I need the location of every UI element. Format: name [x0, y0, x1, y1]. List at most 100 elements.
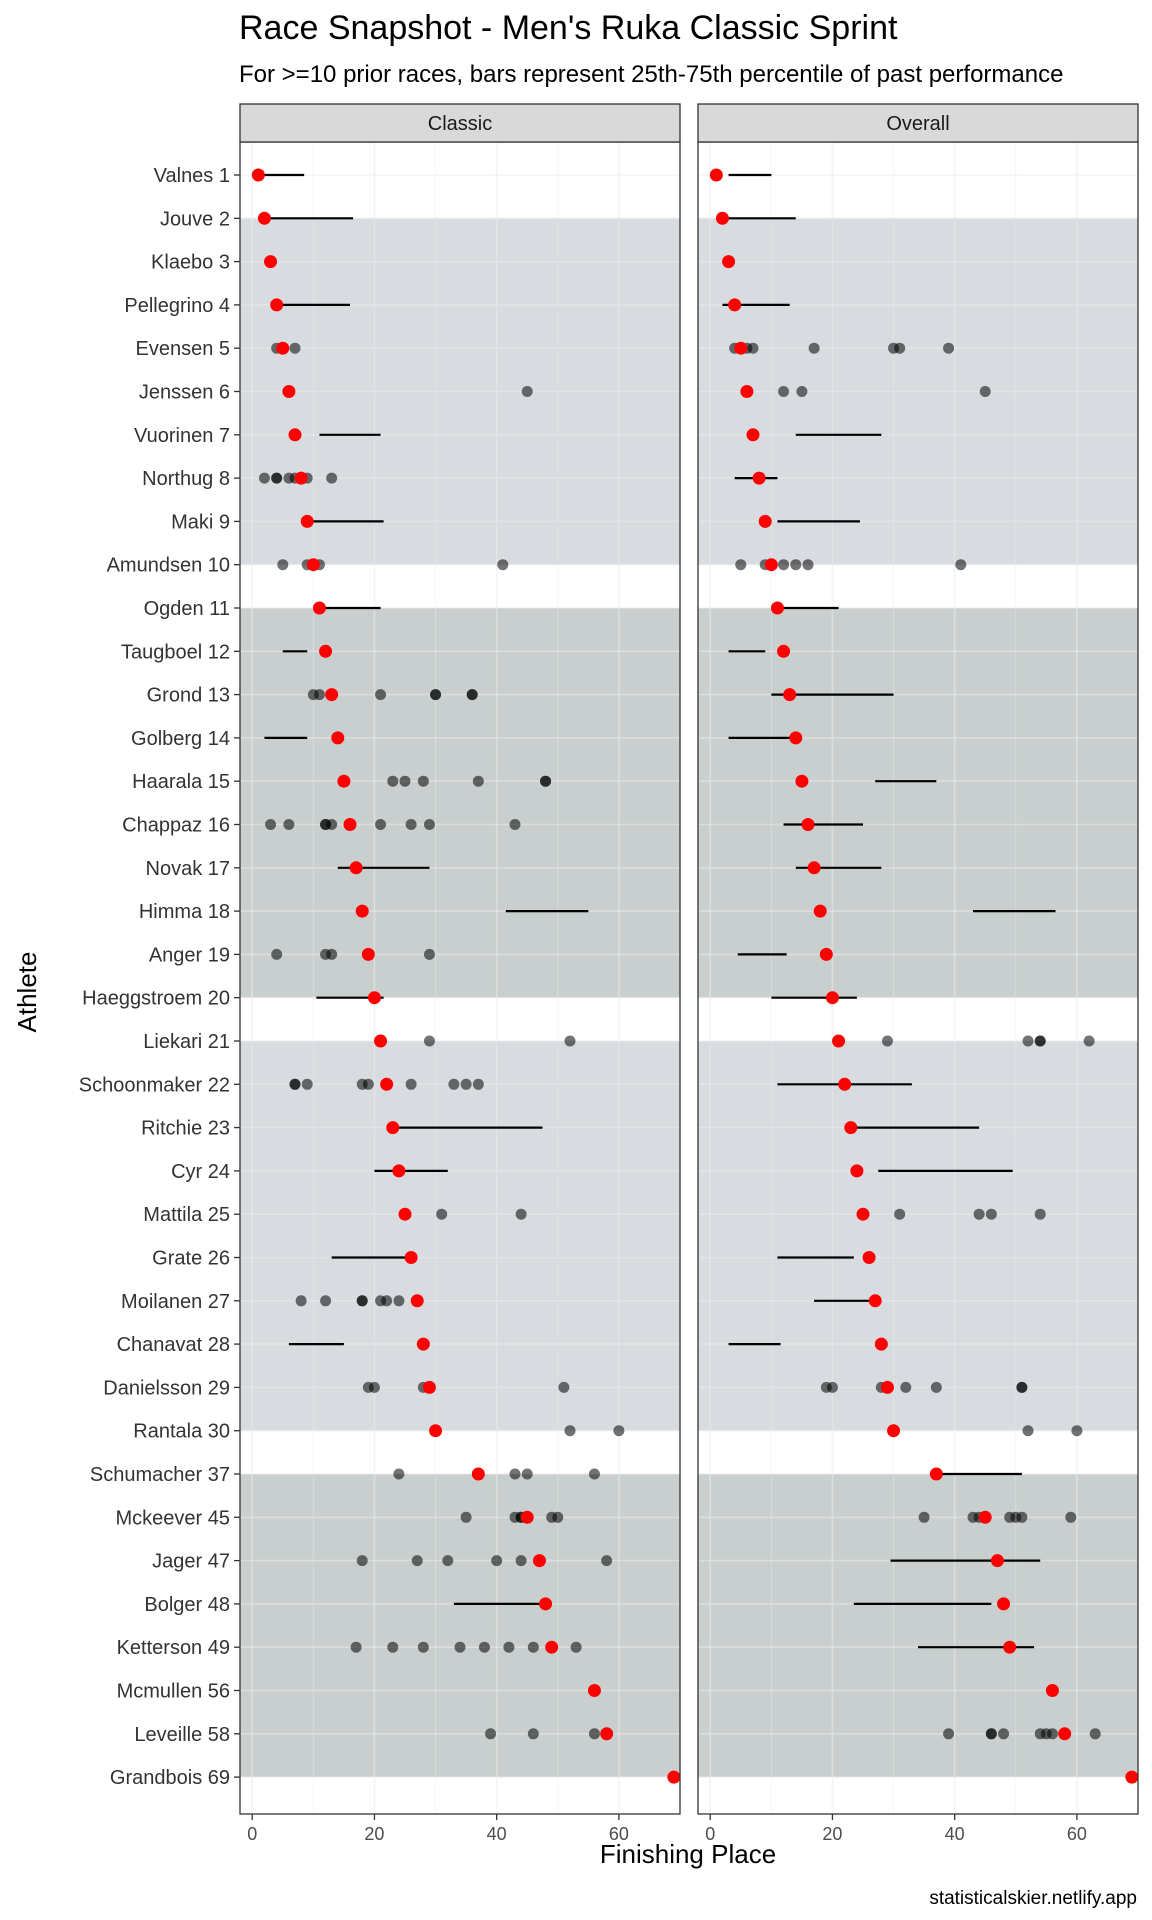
- past-result-point: [1089, 1728, 1101, 1740]
- athlete-label: Chappaz 16: [122, 815, 230, 837]
- athlete-label: Himma 18: [139, 901, 230, 923]
- current-place-point: [270, 298, 284, 312]
- current-place-point: [874, 1337, 888, 1351]
- past-result-point: [1071, 1425, 1083, 1437]
- past-result-point: [289, 1078, 301, 1090]
- past-result-point: [943, 342, 955, 354]
- facet-panel-classic: Classic 0 20 40 60: [239, 103, 681, 1844]
- past-result-point: [558, 1381, 570, 1393]
- past-result-point: [808, 342, 820, 354]
- current-place-point: [978, 1510, 992, 1524]
- past-result-point: [985, 1208, 997, 1220]
- athlete-label: Ritchie 23: [141, 1118, 230, 1140]
- current-place-point: [264, 255, 278, 269]
- athlete-label: Evensen 5: [135, 338, 230, 360]
- past-result-point: [277, 559, 289, 571]
- past-result-point: [423, 1035, 435, 1047]
- past-result-point: [326, 819, 338, 830]
- past-result-point: [454, 1641, 466, 1653]
- past-result-point: [918, 1511, 930, 1523]
- current-place-point: [294, 471, 308, 485]
- rank-band-4: [240, 1474, 680, 1778]
- past-result-point: [326, 948, 338, 960]
- facet-strip-label: Overall: [886, 113, 949, 135]
- current-place-point: [539, 1597, 553, 1611]
- past-result-point: [564, 1035, 576, 1047]
- past-result-point: [521, 386, 533, 397]
- past-result-point: [387, 1641, 399, 1653]
- x-tick-label: 40: [487, 1824, 507, 1844]
- current-place-point: [997, 1597, 1011, 1611]
- past-result-point: [1065, 1511, 1077, 1523]
- x-tick-label: 40: [945, 1824, 965, 1844]
- past-result-point: [1034, 1208, 1046, 1220]
- past-result-point: [326, 472, 338, 484]
- athlete-label: Rantala 30: [133, 1421, 230, 1443]
- past-result-point: [491, 1555, 503, 1567]
- current-place-point: [795, 774, 809, 788]
- past-result-point: [466, 689, 478, 701]
- past-result-point: [405, 1078, 417, 1090]
- past-result-point: [350, 1641, 362, 1653]
- facet-strip: [239, 103, 681, 143]
- current-place-point: [709, 168, 723, 182]
- past-result-point: [265, 819, 277, 830]
- current-place-point: [312, 601, 326, 615]
- past-result-point: [588, 1468, 600, 1480]
- athlete-label: Anger 19: [149, 944, 230, 966]
- athlete-label: Grond 13: [147, 685, 230, 707]
- current-place-point: [764, 558, 778, 572]
- current-place-point: [746, 428, 760, 442]
- past-result-point: [478, 1641, 490, 1653]
- past-result-point: [375, 819, 387, 830]
- past-result-point: [552, 1511, 564, 1523]
- athlete-label: Jenssen 6: [139, 382, 230, 404]
- past-result-point: [943, 1728, 955, 1740]
- current-place-point: [545, 1640, 559, 1654]
- past-result-point: [362, 1078, 374, 1090]
- current-place-point: [471, 1467, 485, 1481]
- athlete-label: Maki 9: [171, 511, 230, 533]
- rank-band-3: [698, 1041, 1138, 1431]
- past-result-point: [613, 1425, 625, 1437]
- past-result-point: [509, 1468, 521, 1480]
- current-place-point: [887, 1424, 901, 1438]
- past-result-point: [515, 1555, 527, 1567]
- current-place-point: [777, 644, 791, 658]
- current-place-point: [532, 1554, 546, 1568]
- athlete-label: Ogden 11: [144, 598, 230, 620]
- past-result-point: [381, 1295, 393, 1307]
- current-place-point: [990, 1554, 1004, 1568]
- past-result-point: [497, 559, 509, 571]
- past-result-point: [802, 559, 814, 571]
- past-result-point: [503, 1641, 515, 1653]
- x-tick-label: 60: [609, 1824, 629, 1844]
- athlete-label: Novak 17: [146, 858, 231, 880]
- athlete-label: Valnes 1: [154, 165, 230, 187]
- current-place-point: [1003, 1640, 1017, 1654]
- athlete-label: Bolger 48: [144, 1594, 230, 1616]
- past-result-point: [1046, 1728, 1058, 1740]
- past-result-point: [393, 1468, 405, 1480]
- past-result-point: [271, 472, 283, 484]
- x-tick-label: 60: [1067, 1824, 1087, 1844]
- athlete-label: Grandbois 69: [110, 1767, 230, 1789]
- y-axis-title: Athlete: [12, 952, 42, 1033]
- athlete-label: Mattila 25: [143, 1204, 230, 1226]
- current-place-point: [825, 991, 839, 1005]
- athlete-label: Klaebo 3: [151, 252, 230, 274]
- chart-caption: statisticalskier.netlify.app: [929, 1888, 1137, 1909]
- current-place-point: [331, 731, 345, 745]
- past-result-point: [301, 1078, 313, 1090]
- current-place-point: [276, 341, 290, 355]
- past-result-point: [509, 819, 521, 830]
- past-result-point: [356, 1555, 368, 1567]
- current-place-point: [770, 601, 784, 615]
- past-result-point: [417, 1641, 429, 1653]
- past-result-point: [472, 1078, 484, 1090]
- current-place-point: [734, 341, 748, 355]
- current-place-point: [813, 904, 827, 918]
- past-result-point: [368, 1381, 380, 1393]
- past-result-point: [515, 1208, 527, 1220]
